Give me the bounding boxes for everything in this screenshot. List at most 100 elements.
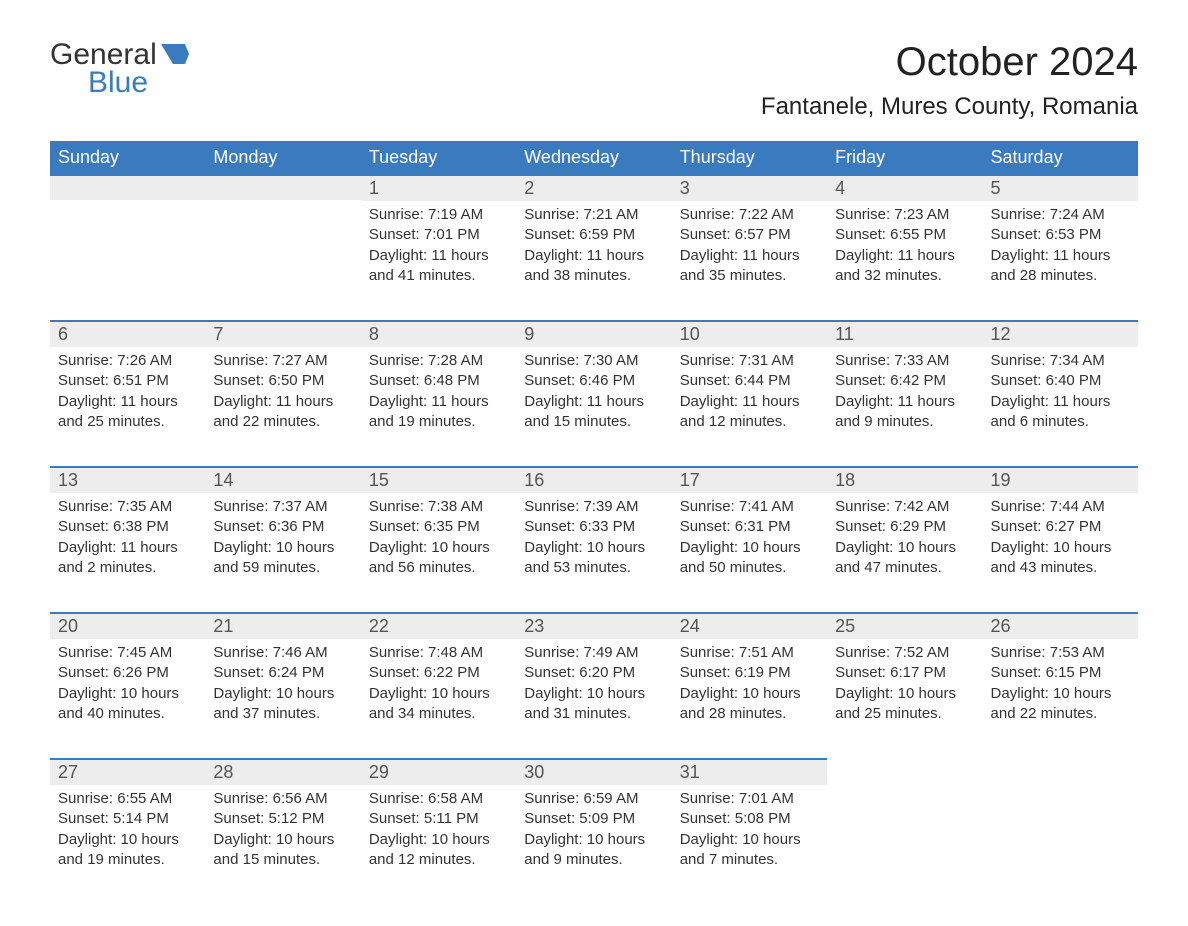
sunset-line: Sunset: 6:19 PM — [680, 663, 819, 683]
day-details: Sunrise: 7:01 AMSunset: 5:08 PMDaylight:… — [672, 785, 827, 878]
day-number: 6 — [50, 320, 205, 347]
sunset-line: Sunset: 6:57 PM — [680, 225, 819, 245]
day-cell: 30Sunrise: 6:59 AMSunset: 5:09 PMDayligh… — [516, 758, 671, 886]
sunrise-line: Sunrise: 7:33 AM — [835, 351, 974, 371]
sunrise-line: Sunrise: 6:58 AM — [369, 789, 508, 809]
sunrise-line: Sunrise: 7:28 AM — [369, 351, 508, 371]
weekday-header: Friday — [827, 141, 982, 174]
daylight-line: Daylight: 10 hours and 43 minutes. — [991, 538, 1130, 579]
day-cell: 13Sunrise: 7:35 AMSunset: 6:38 PMDayligh… — [50, 466, 205, 594]
daylight-line: Daylight: 11 hours and 41 minutes. — [369, 246, 508, 287]
empty-day-bar — [205, 174, 360, 200]
daylight-line: Daylight: 10 hours and 59 minutes. — [213, 538, 352, 579]
sunrise-line: Sunrise: 7:26 AM — [58, 351, 197, 371]
sunrise-line: Sunrise: 7:27 AM — [213, 351, 352, 371]
day-number: 7 — [205, 320, 360, 347]
day-number: 21 — [205, 612, 360, 639]
day-cell: 23Sunrise: 7:49 AMSunset: 6:20 PMDayligh… — [516, 612, 671, 740]
day-details: Sunrise: 7:34 AMSunset: 6:40 PMDaylight:… — [983, 347, 1138, 440]
daylight-line: Daylight: 11 hours and 2 minutes. — [58, 538, 197, 579]
day-details: Sunrise: 7:21 AMSunset: 6:59 PMDaylight:… — [516, 201, 671, 294]
day-cell: 27Sunrise: 6:55 AMSunset: 5:14 PMDayligh… — [50, 758, 205, 886]
sunset-line: Sunset: 6:20 PM — [524, 663, 663, 683]
logo: General Blue — [50, 40, 189, 98]
sunrise-line: Sunrise: 7:44 AM — [991, 497, 1130, 517]
daylight-line: Daylight: 11 hours and 38 minutes. — [524, 246, 663, 287]
daylight-line: Daylight: 10 hours and 56 minutes. — [369, 538, 508, 579]
daylight-line: Daylight: 11 hours and 32 minutes. — [835, 246, 974, 287]
sunrise-line: Sunrise: 7:38 AM — [369, 497, 508, 517]
day-cell: 2Sunrise: 7:21 AMSunset: 6:59 PMDaylight… — [516, 174, 671, 302]
sunset-line: Sunset: 6:53 PM — [991, 225, 1130, 245]
day-details: Sunrise: 7:31 AMSunset: 6:44 PMDaylight:… — [672, 347, 827, 440]
daylight-line: Daylight: 10 hours and 19 minutes. — [58, 830, 197, 871]
daylight-line: Daylight: 10 hours and 34 minutes. — [369, 684, 508, 725]
empty-cell — [50, 174, 205, 302]
day-details: Sunrise: 7:39 AMSunset: 6:33 PMDaylight:… — [516, 493, 671, 586]
day-number: 25 — [827, 612, 982, 639]
logo-text-blue: Blue — [88, 68, 148, 98]
weekday-header: Thursday — [672, 141, 827, 174]
day-cell: 21Sunrise: 7:46 AMSunset: 6:24 PMDayligh… — [205, 612, 360, 740]
day-cell: 20Sunrise: 7:45 AMSunset: 6:26 PMDayligh… — [50, 612, 205, 740]
header: General Blue October 2024 Fantanele, Mur… — [50, 40, 1138, 121]
sunrise-line: Sunrise: 6:55 AM — [58, 789, 197, 809]
day-details: Sunrise: 6:55 AMSunset: 5:14 PMDaylight:… — [50, 785, 205, 878]
sunset-line: Sunset: 6:31 PM — [680, 517, 819, 537]
sunrise-line: Sunrise: 7:19 AM — [369, 205, 508, 225]
sunrise-line: Sunrise: 7:24 AM — [991, 205, 1130, 225]
calendar: SundayMondayTuesdayWednesdayThursdayFrid… — [50, 141, 1138, 886]
day-number: 19 — [983, 466, 1138, 493]
day-cell: 15Sunrise: 7:38 AMSunset: 6:35 PMDayligh… — [361, 466, 516, 594]
sunrise-line: Sunrise: 7:21 AM — [524, 205, 663, 225]
day-details: Sunrise: 7:33 AMSunset: 6:42 PMDaylight:… — [827, 347, 982, 440]
day-number: 1 — [361, 174, 516, 201]
daylight-line: Daylight: 10 hours and 28 minutes. — [680, 684, 819, 725]
day-details: Sunrise: 7:49 AMSunset: 6:20 PMDaylight:… — [516, 639, 671, 732]
sunset-line: Sunset: 6:17 PM — [835, 663, 974, 683]
sunset-line: Sunset: 6:55 PM — [835, 225, 974, 245]
sunrise-line: Sunrise: 7:46 AM — [213, 643, 352, 663]
daylight-line: Daylight: 10 hours and 12 minutes. — [369, 830, 508, 871]
sunset-line: Sunset: 6:50 PM — [213, 371, 352, 391]
sunset-line: Sunset: 6:27 PM — [991, 517, 1130, 537]
sunrise-line: Sunrise: 7:34 AM — [991, 351, 1130, 371]
sunrise-line: Sunrise: 7:53 AM — [991, 643, 1130, 663]
day-cell: 7Sunrise: 7:27 AMSunset: 6:50 PMDaylight… — [205, 320, 360, 448]
calendar-week: 1Sunrise: 7:19 AMSunset: 7:01 PMDaylight… — [50, 174, 1138, 302]
sunset-line: Sunset: 6:51 PM — [58, 371, 197, 391]
day-cell: 9Sunrise: 7:30 AMSunset: 6:46 PMDaylight… — [516, 320, 671, 448]
weekday-header: Saturday — [983, 141, 1138, 174]
day-cell: 28Sunrise: 6:56 AMSunset: 5:12 PMDayligh… — [205, 758, 360, 886]
weekday-header-row: SundayMondayTuesdayWednesdayThursdayFrid… — [50, 141, 1138, 174]
daylight-line: Daylight: 10 hours and 7 minutes. — [680, 830, 819, 871]
sunrise-line: Sunrise: 7:49 AM — [524, 643, 663, 663]
sunrise-line: Sunrise: 7:52 AM — [835, 643, 974, 663]
day-number: 15 — [361, 466, 516, 493]
sunrise-line: Sunrise: 7:41 AM — [680, 497, 819, 517]
sunrise-line: Sunrise: 7:42 AM — [835, 497, 974, 517]
day-cell: 3Sunrise: 7:22 AMSunset: 6:57 PMDaylight… — [672, 174, 827, 302]
day-number: 28 — [205, 758, 360, 785]
day-number: 18 — [827, 466, 982, 493]
day-cell: 18Sunrise: 7:42 AMSunset: 6:29 PMDayligh… — [827, 466, 982, 594]
day-details: Sunrise: 7:30 AMSunset: 6:46 PMDaylight:… — [516, 347, 671, 440]
sunrise-line: Sunrise: 7:31 AM — [680, 351, 819, 371]
day-number: 4 — [827, 174, 982, 201]
empty-day-bar — [50, 174, 205, 200]
sunset-line: Sunset: 6:44 PM — [680, 371, 819, 391]
row-spacer — [50, 302, 1138, 320]
row-spacer — [50, 594, 1138, 612]
day-number: 10 — [672, 320, 827, 347]
day-cell: 26Sunrise: 7:53 AMSunset: 6:15 PMDayligh… — [983, 612, 1138, 740]
sunset-line: Sunset: 6:40 PM — [991, 371, 1130, 391]
day-number: 22 — [361, 612, 516, 639]
day-number: 3 — [672, 174, 827, 201]
day-number: 9 — [516, 320, 671, 347]
daylight-line: Daylight: 10 hours and 15 minutes. — [213, 830, 352, 871]
day-cell: 16Sunrise: 7:39 AMSunset: 6:33 PMDayligh… — [516, 466, 671, 594]
sunset-line: Sunset: 5:14 PM — [58, 809, 197, 829]
day-cell: 25Sunrise: 7:52 AMSunset: 6:17 PMDayligh… — [827, 612, 982, 740]
day-cell: 5Sunrise: 7:24 AMSunset: 6:53 PMDaylight… — [983, 174, 1138, 302]
day-cell: 12Sunrise: 7:34 AMSunset: 6:40 PMDayligh… — [983, 320, 1138, 448]
